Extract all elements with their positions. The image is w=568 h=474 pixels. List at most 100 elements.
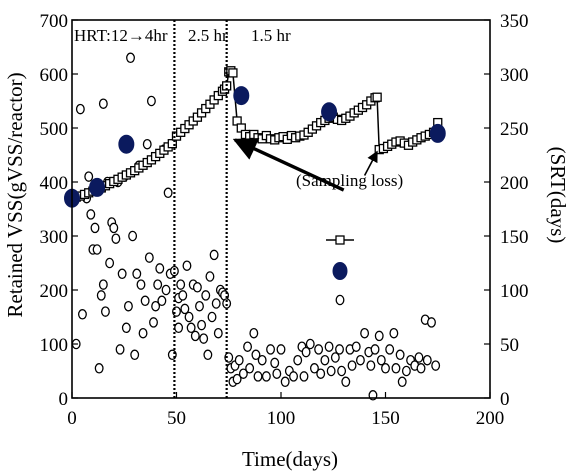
vss-data-point (391, 363, 401, 374)
y-left-tick-label: 500 (40, 119, 69, 140)
y-right-tick-label: 200 (500, 173, 529, 194)
vss-data-point (121, 322, 131, 334)
vss-data-point (169, 265, 179, 277)
y-left-tick-label: 600 (40, 65, 69, 86)
x-tick-label: 100 (267, 408, 296, 429)
vss-data-point (153, 279, 163, 290)
phase-label-1: HRT:12→4hr (74, 26, 168, 45)
vss-data-point (140, 295, 150, 307)
vss-data-point (128, 230, 138, 242)
y-right-tick-label: 150 (500, 227, 529, 248)
vss-data-point (94, 363, 104, 374)
y-axis-left-label: Retained VSS(gVSS/reactor) (3, 72, 27, 317)
y-right-tick-label: 50 (500, 335, 519, 356)
vss-data-point (320, 354, 330, 366)
vss-data-point (105, 257, 115, 269)
vss-data-point (203, 349, 213, 361)
sampling-loss-arrows (232, 138, 378, 192)
vss-data-point (199, 333, 209, 344)
y-axis-right-label: (SRT(days) (546, 147, 568, 244)
vss-data-point (337, 365, 347, 377)
plot-frame (71, 19, 491, 399)
x-tick-label: 200 (476, 408, 505, 429)
vss-data-point (316, 368, 326, 379)
vss-data-point (205, 271, 215, 282)
vss-data-point (163, 187, 173, 199)
vss-data-point (326, 365, 336, 377)
sampling-loss-annotation: (Sampling loss) (296, 171, 403, 190)
vss-data-point (376, 354, 386, 366)
vss-data-point (190, 330, 200, 342)
plot-border (71, 19, 491, 399)
vss-data-point (381, 363, 390, 374)
vss-data-point (249, 327, 259, 339)
y-right-tick-label: 300 (500, 65, 529, 86)
vss-data-point (176, 279, 186, 290)
y-left-tick-label: 700 (40, 11, 69, 32)
vss-data-point (261, 371, 271, 382)
vss-data-point (299, 371, 309, 382)
vss-data-point (324, 341, 334, 352)
vss-data-point (251, 349, 261, 361)
vss-data-point (341, 376, 351, 388)
vss-data-point (182, 260, 192, 271)
vss-data-point (427, 317, 436, 328)
vss-data-point (257, 354, 267, 366)
vss-data-point (314, 344, 324, 355)
vss-data-point (180, 303, 190, 315)
vss-data-point (243, 341, 253, 352)
vss-data-point (385, 344, 395, 355)
vss-data-point (195, 300, 204, 312)
vss-data-point (370, 344, 380, 355)
vss-data-point (431, 360, 441, 371)
vss-data-point (146, 95, 156, 107)
vss-data-point (144, 252, 154, 263)
srt-data-point (321, 102, 338, 122)
vss-data-point (213, 327, 223, 339)
vss-data-point (397, 376, 407, 388)
vss-data-point (167, 349, 177, 361)
vss-data-point (151, 300, 161, 312)
y-left-tick-label: 0 (59, 389, 69, 410)
vss-data-point (201, 290, 211, 301)
vss-data-point (197, 319, 207, 331)
vss-data-point (130, 349, 140, 361)
vss-data-point (155, 263, 165, 274)
vss-data-point (100, 306, 110, 317)
vss-data-point (351, 341, 361, 352)
x-tick-label: 50 (167, 408, 186, 429)
vss-data-point (117, 268, 127, 280)
vss-data-point (355, 354, 365, 366)
vss-data-point (90, 222, 100, 234)
vss-data-point (75, 103, 85, 115)
legend-open-circle-marker (335, 294, 345, 306)
vss-data-point (266, 344, 275, 355)
vss-data-point (395, 349, 405, 361)
vss-data-point (192, 282, 202, 293)
srt-data-point (429, 123, 446, 143)
vss-data-point (186, 322, 196, 334)
vss-data-point (184, 311, 194, 323)
y-left-tick-label: 400 (40, 173, 69, 194)
vss-data-point (289, 371, 298, 382)
y-left-tick-label: 300 (40, 227, 69, 248)
x-tick-label: 150 (371, 408, 400, 429)
y-right-tick-label: 250 (500, 119, 529, 140)
srt-data-point (233, 86, 250, 106)
vss-data-point (178, 290, 188, 301)
legend (326, 235, 354, 306)
vss-data-point (335, 344, 344, 355)
y-left-tick-label: 100 (40, 335, 69, 356)
arrow-to-first-drop (232, 138, 345, 192)
vss-data-point (109, 222, 119, 234)
vss-data-point (389, 327, 399, 339)
retained-vss-line-series (67, 66, 443, 203)
vss-data-point (136, 279, 146, 290)
vss-data-point (234, 354, 244, 366)
legend-filled-circle-marker (332, 262, 348, 280)
legend-square-marker (335, 235, 345, 245)
vss-data-point (84, 171, 94, 182)
vss-data-point (111, 233, 121, 244)
vss-data-point (224, 352, 234, 363)
